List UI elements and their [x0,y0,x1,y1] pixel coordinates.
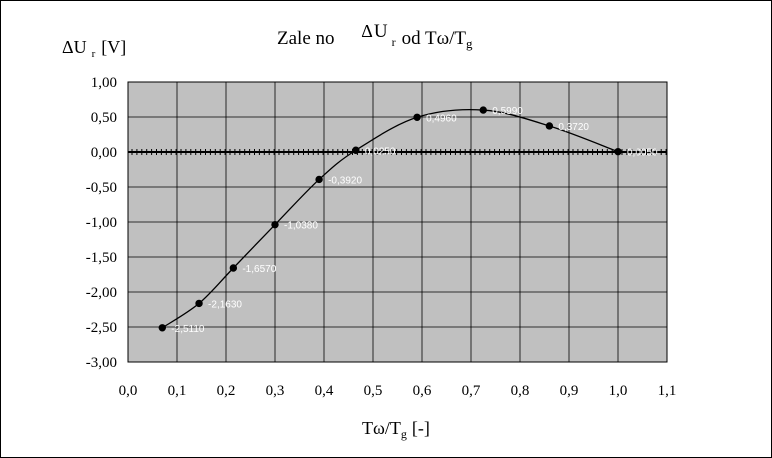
xlabel-sub: g [401,427,407,441]
xlabel-unit: [-] [412,418,430,438]
x-tick-label: 0,3 [266,383,285,399]
x-tick-label: 1,1 [658,383,677,399]
y-axis-label: ΔU r [V] [62,37,126,60]
title-sub2: g [466,36,473,51]
chart-title: Zale no ΔU r od Tω/Tg [277,21,473,51]
data-point [158,324,167,332]
data-point [195,299,203,308]
x-tick-labels: 0,0 0,1 0,2 0,3 0,4 0,5 0,6 0,7 0,8 0,9 1,0 1,1 [119,383,677,399]
xlabel-slash: /T [385,418,401,438]
x-tick-label: 1,0 [609,383,628,399]
title-delta: Δ [361,21,373,41]
data-label: 0,0050 [627,148,658,159]
title-suffix-b: /T [449,28,466,49]
y-tick-label: 1,00 [91,75,117,91]
y-tick-labels: 1,00 0,50 0,00 -0,50 -1,00 -1,50 -2,00 -2,50 -3,… [86,75,117,371]
x-tick-label: 0,8 [511,383,530,399]
x-tick-label: 0,7 [462,383,481,399]
data-label: 0,4960 [426,113,457,124]
x-tick-label: 0,0 [119,383,138,399]
data-label: -1,0380 [284,221,318,232]
data-point [545,122,554,130]
y-tick-label: -2,00 [86,285,117,301]
data-point [315,175,323,184]
x-tick-label: 0,9 [560,383,579,399]
data-point [271,220,279,229]
y-tick-label: -0,50 [86,180,117,196]
ylabel-unit: [V] [101,37,126,57]
title-omega: ω [437,28,450,49]
ylabel-sub: r [92,48,96,60]
ylabel-delta: Δ [62,37,74,57]
data-point [479,106,487,114]
data-label: 0,0250 [365,146,396,157]
x-tick-label: 0,1 [168,383,187,399]
zero-axis-line [128,149,667,155]
title-sub: r [392,35,396,49]
data-point [352,146,360,154]
data-point [413,113,421,121]
x-tick-label: 0,6 [413,383,432,399]
title-prefix: Zale no [277,28,335,49]
data-label: -1,6570 [242,264,276,275]
data-labels: -2,5110 -2,1630 -1,6570 -1,0380 -0,3920 0,025… [171,106,658,335]
y-tick-label: -1,00 [86,215,117,231]
data-label: -2,1630 [208,299,242,310]
title-suffix-a: od T [402,28,437,49]
data-label: 0,3720 [558,122,589,133]
x-tick-label: 0,2 [217,383,236,399]
xlabel-omega: ω [373,418,385,438]
y-tick-label: -2,50 [86,320,117,336]
ylabel-main: U [74,37,87,57]
data-point [614,147,622,156]
title-main: U [374,21,388,42]
y-tick-label: 0,50 [91,110,117,126]
x-tick-label: 0,4 [315,383,334,399]
x-tick-label: 0,5 [364,383,383,399]
y-tick-label: -1,50 [86,250,117,266]
series-line [161,108,619,329]
y-tick-label: 0,00 [91,145,117,161]
data-point [229,264,238,272]
xlabel-t: T [362,418,373,438]
data-label: -2,5110 [171,324,205,335]
data-points [158,106,622,332]
data-label: 0,5990 [492,106,523,117]
data-label: -0,3920 [328,175,362,186]
x-axis-label: Tω/Tg [-] [362,418,430,441]
y-tick-label: -3,00 [86,355,117,371]
